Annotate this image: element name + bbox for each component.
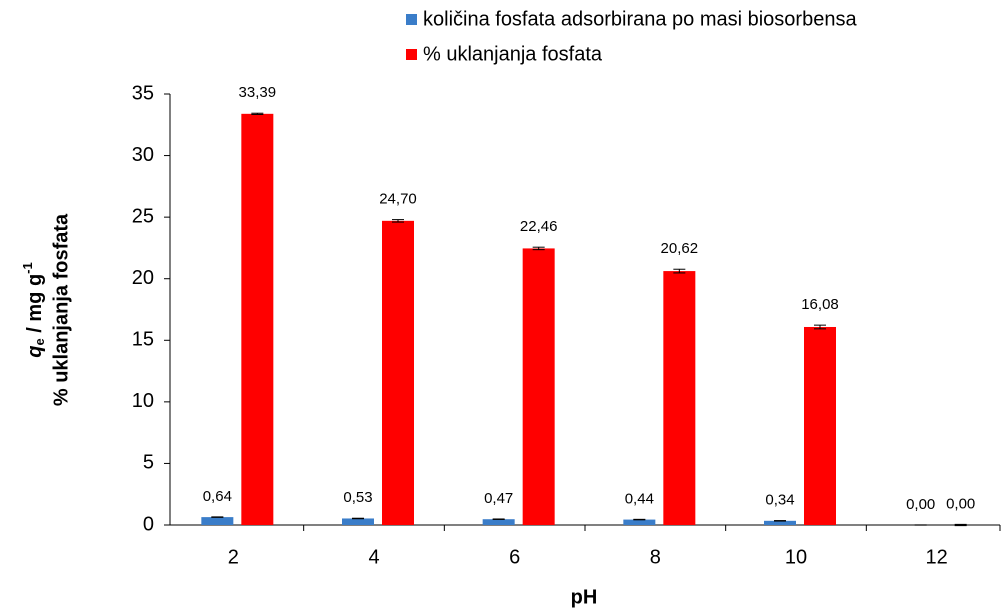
bar [522, 248, 555, 525]
bar [382, 220, 414, 525]
legend-swatch [406, 49, 417, 60]
y-tick-label: 30 [132, 144, 154, 166]
y-axis-label: qe / mg g-1 % uklanjanja fosfata [20, 213, 72, 406]
error-bar [954, 523, 967, 527]
y-label-part: e [32, 338, 47, 345]
legend-label: količina fosfata adsorbirana po masi bio… [423, 8, 857, 30]
bar [663, 271, 696, 525]
y-tick-label: 15 [132, 329, 154, 351]
y-tick-label: 35 [132, 82, 154, 104]
data-label: 0,00 [946, 495, 975, 512]
error-bar [673, 268, 686, 274]
data-label: 0,64 [203, 488, 232, 505]
x-tick-label: 8 [650, 546, 661, 568]
x-tick-label: 2 [228, 546, 239, 568]
data-label: 0,47 [484, 490, 513, 507]
y-axis-label-line1: qe / mg g-1 [20, 262, 47, 357]
x-tick-label: 6 [509, 546, 520, 568]
data-label: 20,62 [661, 240, 699, 257]
data-label: 16,08 [801, 296, 839, 313]
y-tick-label: 0 [143, 513, 154, 535]
legend-swatch [406, 14, 417, 25]
y-tick-label: 20 [132, 267, 154, 289]
error-bar [814, 324, 826, 330]
y-tick-label: 10 [132, 390, 154, 412]
error-bar [532, 246, 545, 251]
data-label: 0,00 [906, 496, 935, 513]
y-label-part: q [24, 346, 46, 358]
error-bar [392, 219, 404, 223]
data-label: 24,70 [379, 191, 417, 208]
bar [342, 518, 374, 525]
y-label-part: / mg g [24, 274, 46, 338]
bar [482, 519, 515, 525]
x-tick-label: 4 [368, 546, 379, 568]
x-tick-label: 12 [926, 546, 948, 568]
error-bar [251, 112, 264, 115]
bar [764, 520, 796, 525]
bar [804, 326, 836, 525]
y-tick-label: 25 [132, 205, 154, 227]
bar [623, 519, 656, 525]
x-axis-label: pH [571, 586, 598, 608]
data-label: 22,46 [520, 218, 558, 235]
bar [241, 113, 274, 526]
y-axis-label-line2: % uklanjanja fosfata [50, 213, 72, 406]
x-tick-label: 10 [785, 546, 807, 568]
data-label: 33,39 [239, 84, 277, 101]
data-label: 0,44 [625, 490, 654, 507]
legend-label: % uklanjanja fosfata [423, 43, 603, 65]
y-tick-label: 5 [143, 452, 154, 474]
data-label: 0,34 [765, 492, 794, 509]
data-label: 0,53 [343, 489, 372, 506]
y-label-part: -1 [20, 262, 35, 274]
bar [201, 517, 234, 525]
